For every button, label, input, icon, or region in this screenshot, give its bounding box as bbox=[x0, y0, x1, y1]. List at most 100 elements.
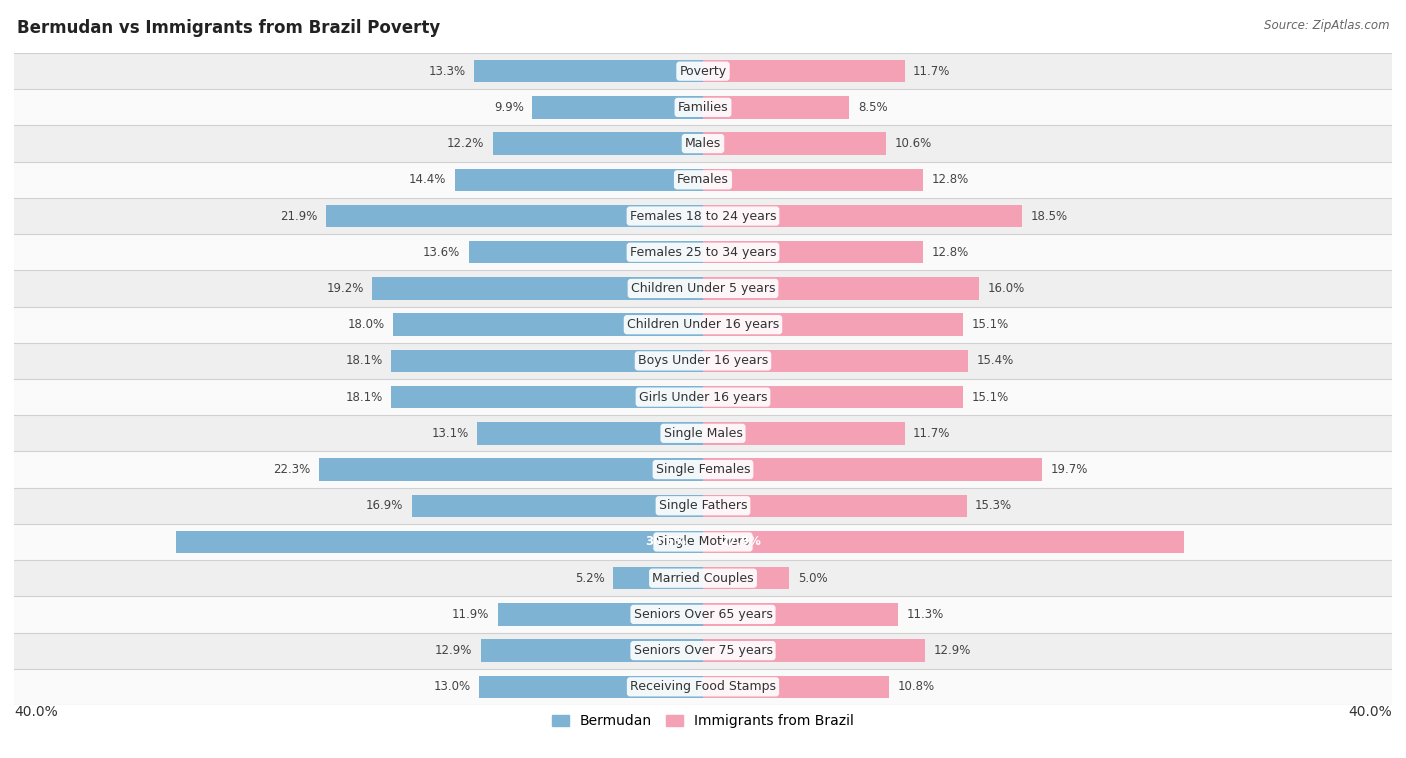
Text: Girls Under 16 years: Girls Under 16 years bbox=[638, 390, 768, 403]
Bar bbox=[498, 603, 703, 625]
Text: Receiving Food Stamps: Receiving Food Stamps bbox=[630, 681, 776, 694]
Text: 40.0%: 40.0% bbox=[1348, 705, 1392, 719]
Text: 15.4%: 15.4% bbox=[977, 355, 1014, 368]
Text: Seniors Over 65 years: Seniors Over 65 years bbox=[634, 608, 772, 621]
Text: 12.8%: 12.8% bbox=[932, 246, 969, 258]
Text: Single Mothers: Single Mothers bbox=[657, 535, 749, 549]
Bar bbox=[14, 487, 1392, 524]
Bar bbox=[703, 349, 969, 372]
Bar bbox=[14, 343, 1392, 379]
Text: 8.5%: 8.5% bbox=[858, 101, 887, 114]
Text: Boys Under 16 years: Boys Under 16 years bbox=[638, 355, 768, 368]
Text: 13.0%: 13.0% bbox=[433, 681, 471, 694]
Legend: Bermudan, Immigrants from Brazil: Bermudan, Immigrants from Brazil bbox=[547, 709, 859, 734]
Text: Poverty: Poverty bbox=[679, 64, 727, 77]
Text: Families: Families bbox=[678, 101, 728, 114]
Text: 12.2%: 12.2% bbox=[447, 137, 484, 150]
Text: Married Couples: Married Couples bbox=[652, 572, 754, 584]
Bar bbox=[703, 133, 886, 155]
Bar bbox=[14, 198, 1392, 234]
Text: 21.9%: 21.9% bbox=[280, 209, 318, 223]
Bar bbox=[703, 567, 789, 590]
Bar bbox=[14, 161, 1392, 198]
Bar bbox=[14, 452, 1392, 487]
Text: 12.9%: 12.9% bbox=[434, 644, 472, 657]
Bar bbox=[703, 675, 889, 698]
Bar bbox=[14, 126, 1392, 161]
Bar bbox=[14, 379, 1392, 415]
Text: 15.1%: 15.1% bbox=[972, 390, 1010, 403]
Text: 18.1%: 18.1% bbox=[346, 390, 382, 403]
Bar bbox=[14, 306, 1392, 343]
Bar bbox=[319, 459, 703, 481]
Bar bbox=[703, 531, 1184, 553]
Bar bbox=[373, 277, 703, 299]
Bar bbox=[479, 675, 703, 698]
Bar bbox=[14, 53, 1392, 89]
Bar bbox=[14, 271, 1392, 306]
Text: 9.9%: 9.9% bbox=[494, 101, 524, 114]
Bar bbox=[703, 386, 963, 409]
Text: 5.0%: 5.0% bbox=[797, 572, 827, 584]
Text: Females 25 to 34 years: Females 25 to 34 years bbox=[630, 246, 776, 258]
Text: 16.9%: 16.9% bbox=[366, 500, 404, 512]
Text: 12.8%: 12.8% bbox=[932, 174, 969, 186]
Bar bbox=[14, 560, 1392, 597]
Text: 19.7%: 19.7% bbox=[1050, 463, 1088, 476]
Text: 11.7%: 11.7% bbox=[912, 427, 950, 440]
Bar bbox=[533, 96, 703, 118]
Bar bbox=[392, 314, 703, 336]
Text: 14.4%: 14.4% bbox=[409, 174, 446, 186]
Text: Bermudan vs Immigrants from Brazil Poverty: Bermudan vs Immigrants from Brazil Pover… bbox=[17, 19, 440, 37]
Bar bbox=[703, 314, 963, 336]
Bar bbox=[703, 241, 924, 264]
Text: Single Fathers: Single Fathers bbox=[659, 500, 747, 512]
Bar bbox=[478, 422, 703, 444]
Bar bbox=[14, 415, 1392, 452]
Bar bbox=[14, 89, 1392, 126]
Text: Females: Females bbox=[678, 174, 728, 186]
Text: 18.5%: 18.5% bbox=[1031, 209, 1067, 223]
Text: Single Females: Single Females bbox=[655, 463, 751, 476]
Bar bbox=[14, 524, 1392, 560]
Bar bbox=[14, 234, 1392, 271]
Bar bbox=[176, 531, 703, 553]
Text: 11.7%: 11.7% bbox=[912, 64, 950, 77]
Text: 16.0%: 16.0% bbox=[987, 282, 1025, 295]
Bar bbox=[494, 133, 703, 155]
Text: 10.8%: 10.8% bbox=[897, 681, 935, 694]
Text: 19.2%: 19.2% bbox=[326, 282, 364, 295]
Bar bbox=[703, 494, 966, 517]
Bar bbox=[14, 597, 1392, 632]
Bar bbox=[703, 640, 925, 662]
Text: 5.2%: 5.2% bbox=[575, 572, 605, 584]
Text: Males: Males bbox=[685, 137, 721, 150]
Text: 11.9%: 11.9% bbox=[453, 608, 489, 621]
Bar bbox=[703, 459, 1042, 481]
Text: 13.1%: 13.1% bbox=[432, 427, 468, 440]
Bar bbox=[703, 205, 1022, 227]
Text: Single Males: Single Males bbox=[664, 427, 742, 440]
Text: 40.0%: 40.0% bbox=[14, 705, 58, 719]
Bar bbox=[456, 168, 703, 191]
Bar bbox=[481, 640, 703, 662]
Text: Children Under 5 years: Children Under 5 years bbox=[631, 282, 775, 295]
Text: 11.3%: 11.3% bbox=[907, 608, 943, 621]
Text: 18.1%: 18.1% bbox=[346, 355, 382, 368]
Text: 10.6%: 10.6% bbox=[894, 137, 931, 150]
Text: 13.3%: 13.3% bbox=[429, 64, 465, 77]
Text: 30.6%: 30.6% bbox=[645, 535, 686, 549]
Bar bbox=[703, 277, 979, 299]
Text: 15.3%: 15.3% bbox=[976, 500, 1012, 512]
Bar bbox=[412, 494, 703, 517]
Bar bbox=[703, 60, 904, 83]
Text: 13.6%: 13.6% bbox=[423, 246, 460, 258]
Text: 15.1%: 15.1% bbox=[972, 318, 1010, 331]
Text: Children Under 16 years: Children Under 16 years bbox=[627, 318, 779, 331]
Text: 27.9%: 27.9% bbox=[720, 535, 761, 549]
Bar bbox=[703, 168, 924, 191]
Bar bbox=[14, 632, 1392, 669]
Bar bbox=[703, 96, 849, 118]
Bar bbox=[703, 603, 897, 625]
Text: 12.9%: 12.9% bbox=[934, 644, 972, 657]
